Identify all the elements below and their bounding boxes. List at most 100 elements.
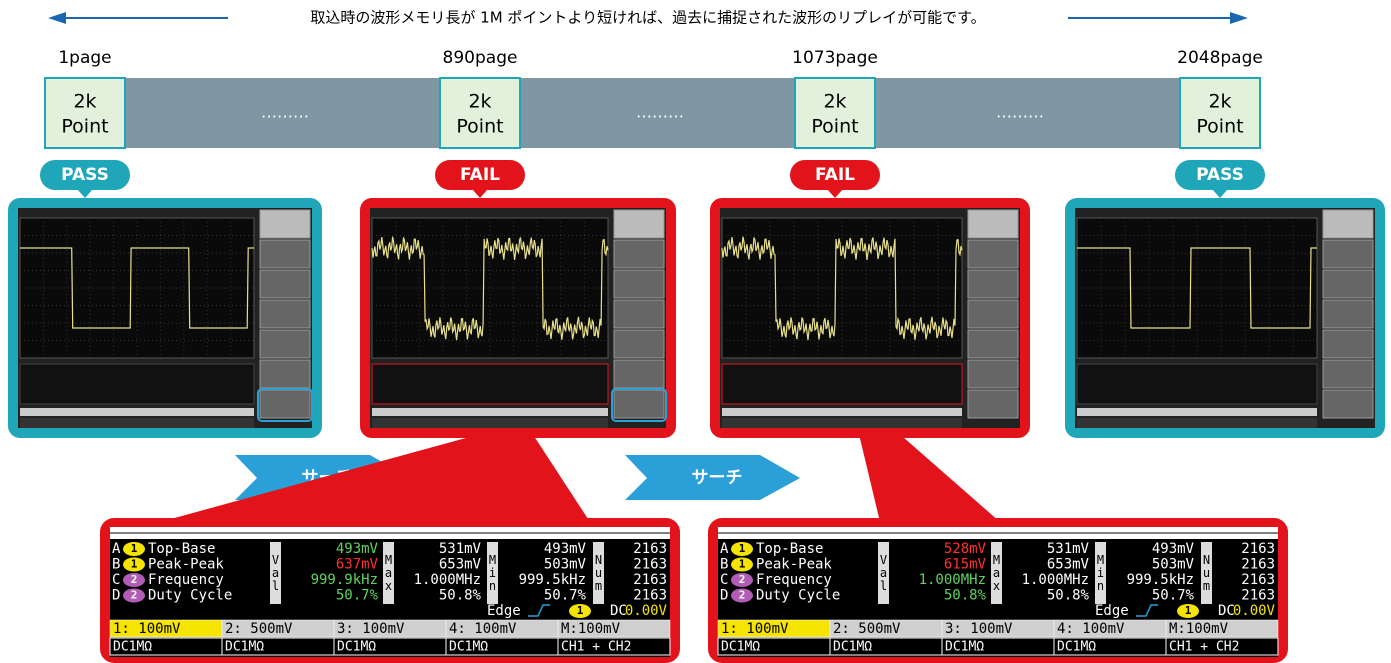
channel-coupling: DC1MΩ — [945, 640, 984, 655]
channel-coupling: DC1MΩ — [225, 640, 264, 655]
point-box — [45, 78, 125, 148]
status-label: FAIL — [460, 165, 500, 185]
scope-measure-area — [722, 364, 962, 404]
scope-menu-button — [614, 240, 664, 268]
badge-number: 2 — [131, 589, 138, 602]
point-box-text: Point — [1196, 116, 1243, 138]
search-label: サーチ — [692, 468, 743, 488]
channel-scale: 1: 100mV — [721, 621, 789, 637]
scope-menu-button — [614, 330, 664, 358]
channel-scale: 3: 100mV — [945, 621, 1013, 637]
scope-menu-button — [260, 390, 310, 418]
measure-num: 2163 — [1241, 572, 1275, 588]
scope-menu-button — [614, 210, 664, 238]
channel-scale: M:100mV — [561, 621, 621, 637]
measure-num: 2163 — [633, 541, 667, 557]
scope-menu-button — [1323, 210, 1373, 238]
scope-menu-button — [1323, 360, 1373, 388]
point-box — [440, 78, 520, 148]
status-label: PASS — [61, 165, 109, 185]
badge-number: 1 — [739, 542, 746, 555]
measure-name: Duty Cycle — [756, 588, 840, 604]
measure-val: 50.7% — [336, 588, 379, 604]
measure-max: 653mV — [439, 557, 482, 573]
channel-scale: 1: 100mV — [113, 621, 181, 637]
status-label: PASS — [1196, 165, 1244, 185]
measure-min: 50.7% — [544, 588, 587, 604]
scope-menu-button — [1323, 270, 1373, 298]
measure-num: 2163 — [633, 588, 667, 604]
scope-channel-row — [20, 408, 254, 416]
measure-val: 1.000MHz — [919, 572, 986, 588]
badge-number: 1 — [131, 558, 138, 571]
trigger-mode: Edge — [487, 603, 521, 619]
row-letter: D — [112, 588, 120, 604]
page-label: 890page — [443, 48, 518, 68]
scope-menu-button — [968, 240, 1018, 268]
status-tag-tip — [827, 189, 843, 198]
channel-coupling: CH1 + CH2 — [561, 640, 631, 655]
measure-min: 503mV — [1152, 557, 1195, 573]
measure-name: Top-Base — [148, 541, 215, 557]
page-label: 2048page — [1177, 48, 1263, 68]
measure-max: 1.000MHz — [414, 572, 481, 588]
scope-menu-button — [260, 300, 310, 328]
scope-menu-button — [968, 210, 1018, 238]
trigger-level: 0.00V — [1233, 603, 1276, 619]
scope-measure-area — [1077, 364, 1317, 404]
badge-number: 2 — [131, 573, 138, 586]
trigger-level: 0.00V — [625, 603, 668, 619]
measure-max: 50.8% — [1047, 588, 1090, 604]
scope-menu-button — [968, 270, 1018, 298]
scope-status-row — [722, 418, 962, 428]
channel-scale: 2: 500mV — [225, 621, 293, 637]
row-letter: A — [720, 541, 729, 557]
channel-scale: M:100mV — [1169, 621, 1229, 637]
point-box-text: 2k — [823, 91, 846, 113]
scope-channel-row — [1077, 408, 1317, 416]
measure-max: 531mV — [1047, 541, 1090, 557]
banner-text: 取込時の波形メモリ長が 1M ポイントより短ければ、過去に捕捉された波形のリプレ… — [310, 9, 985, 27]
column-label: Min — [1097, 553, 1104, 593]
trigger-source: 1 — [1185, 604, 1192, 617]
point-box-text: 2k — [468, 91, 491, 113]
channel-scale: 4: 100mV — [449, 621, 517, 637]
status-tag-tip — [1212, 189, 1228, 198]
measure-max: 1.000MHz — [1022, 572, 1089, 588]
gap-dots: ……… — [636, 103, 684, 122]
point-box-text: Point — [811, 116, 858, 138]
measure-max: 50.8% — [439, 588, 482, 604]
column-label: Val — [272, 553, 279, 593]
point-box — [795, 78, 875, 148]
measure-num: 2163 — [633, 572, 667, 588]
measure-num: 2163 — [1241, 541, 1275, 557]
row-letter: C — [112, 572, 120, 588]
row-letter: A — [112, 541, 121, 557]
trigger-mode: Edge — [1095, 603, 1129, 619]
badge-number: 2 — [739, 573, 746, 586]
trigger-source: 1 — [577, 604, 584, 617]
channel-coupling: DC1MΩ — [113, 640, 152, 655]
point-box-text: Point — [61, 116, 108, 138]
badge-number: 1 — [131, 542, 138, 555]
scope-menu-button — [968, 360, 1018, 388]
scope-menu-button — [260, 330, 310, 358]
scope-menu-button — [260, 360, 310, 388]
channel-coupling: CH1 + CH2 — [1169, 640, 1239, 655]
measure-val: 528mV — [944, 541, 987, 557]
scope-menu-button — [614, 390, 664, 418]
scope-menu-button — [968, 390, 1018, 418]
measure-num: 2163 — [633, 557, 667, 573]
point-box-text: 2k — [73, 91, 96, 113]
point-box — [1180, 78, 1260, 148]
channel-scale: 3: 100mV — [337, 621, 405, 637]
channel-coupling: DC1MΩ — [337, 640, 376, 655]
scope-status-row — [372, 418, 608, 428]
measure-min: 503mV — [544, 557, 587, 573]
scope-menu-button — [260, 210, 310, 238]
scope-channel-row — [372, 408, 608, 416]
row-letter: B — [112, 557, 120, 573]
gap-dots: ……… — [996, 103, 1044, 122]
